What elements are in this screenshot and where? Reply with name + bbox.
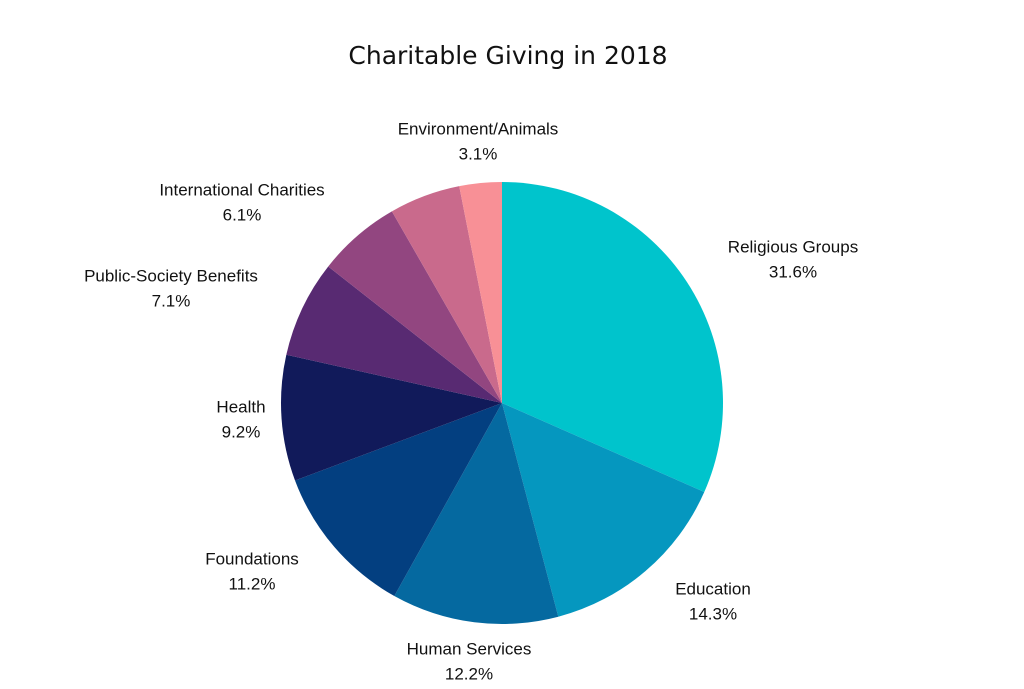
pie-slice bbox=[281, 354, 502, 481]
value-label: 14.3% bbox=[689, 604, 737, 623]
slice-label: Public-Society Benefits bbox=[84, 266, 258, 285]
pie-slice bbox=[295, 403, 502, 596]
slice-label: Education bbox=[675, 579, 751, 598]
pie-slice bbox=[394, 403, 559, 625]
value-label: 31.6% bbox=[769, 262, 817, 281]
value-label: 12.2% bbox=[445, 664, 493, 683]
value-label: 11.2% bbox=[229, 574, 276, 593]
slice-label: International Charities bbox=[159, 180, 324, 199]
slice-label: Health bbox=[216, 397, 265, 416]
pie-slice bbox=[502, 182, 724, 493]
value-label: 6.1% bbox=[223, 205, 262, 224]
slice-label: Religious Groups bbox=[728, 237, 858, 256]
chart-title: Charitable Giving in 2018 bbox=[348, 41, 667, 70]
value-label: 7.1% bbox=[152, 291, 191, 310]
slice-label: Human Services bbox=[407, 639, 532, 658]
pie-slice bbox=[502, 403, 705, 617]
pie-slice bbox=[328, 211, 502, 403]
pie-slice bbox=[286, 266, 502, 403]
slice-label: Environment/Animals bbox=[398, 119, 559, 138]
pie-slice bbox=[391, 186, 502, 403]
value-label: 9.2% bbox=[222, 422, 261, 441]
slice-label: Foundations bbox=[205, 549, 299, 568]
pie-slice bbox=[459, 182, 502, 403]
value-label: 3.1% bbox=[459, 144, 498, 163]
